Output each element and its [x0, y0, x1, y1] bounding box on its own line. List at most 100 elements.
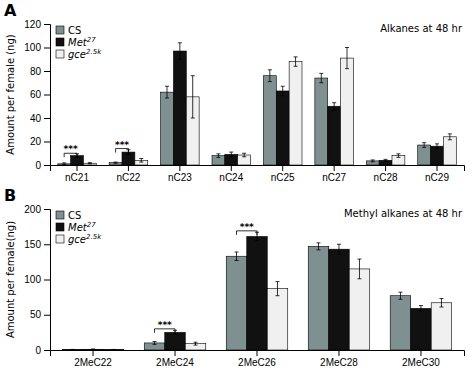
- x-axis-line: [51, 351, 465, 357]
- error-bar-cap: [371, 159, 375, 160]
- y-axis-line: [44, 25, 51, 166]
- bar: [329, 249, 349, 350]
- bar: [315, 78, 328, 165]
- bar: [263, 76, 276, 165]
- x-tick-label: nC25: [271, 172, 295, 183]
- error-bar: [435, 144, 439, 149]
- error-bar-cap: [384, 159, 388, 160]
- legend-label: gce2.5k: [68, 233, 102, 245]
- x-tick: nC24: [219, 165, 243, 183]
- error-bar-cap: [255, 240, 259, 241]
- y-tick-label: 80: [30, 66, 42, 77]
- error-bar: [337, 244, 341, 254]
- bar: [390, 296, 410, 350]
- error-bar-cap: [216, 153, 220, 154]
- x-tick-label: nC22: [116, 172, 140, 183]
- bar: [431, 303, 451, 350]
- y-tick-label: 150: [24, 239, 41, 250]
- x-axis-line: [51, 166, 465, 172]
- error-bar-cap: [316, 242, 320, 243]
- bar: [58, 164, 71, 165]
- error-bar-stem: [154, 342, 155, 345]
- legend-label: CS: [68, 210, 81, 221]
- y-tick-label: 60: [30, 89, 42, 100]
- y-tick: 120: [24, 19, 50, 30]
- error-bar-stem: [424, 143, 425, 148]
- error-bar-cap: [294, 56, 298, 57]
- panel-label: A: [4, 1, 17, 20]
- error-bar: [398, 292, 402, 299]
- bar: [328, 106, 341, 165]
- error-bar-stem: [167, 86, 168, 98]
- plot-marks: [58, 43, 457, 165]
- legend-swatch: [56, 235, 64, 243]
- bar: [392, 156, 405, 165]
- legend: CSMet27gce2.5k: [56, 210, 102, 245]
- y-tick: 100: [24, 274, 50, 285]
- error-bar: [178, 43, 182, 59]
- bar: [443, 137, 456, 165]
- y-tick-mark: [44, 350, 50, 351]
- series: [62, 243, 410, 350]
- error-bar-stem: [282, 86, 283, 95]
- error-bar-cap: [345, 47, 349, 48]
- error-bar-cap: [316, 249, 320, 250]
- bar: [431, 146, 444, 165]
- error-bar-cap: [191, 75, 195, 76]
- bar: [379, 160, 392, 165]
- error-bar-cap: [229, 156, 233, 157]
- panel: 0501001502002MeC222MeC242MeC262MeC282MeC…: [4, 186, 465, 368]
- legend: CSMet27gce2.5k: [56, 25, 102, 60]
- legend-label: CS: [68, 25, 81, 36]
- y-tick: 50: [30, 309, 50, 320]
- error-bar: [319, 73, 323, 82]
- x-tick-mark: [282, 165, 283, 171]
- error-bar: [139, 159, 143, 163]
- x-tick-mark: [257, 350, 258, 356]
- error-bar-cap: [165, 86, 169, 87]
- y-tick: 150: [24, 239, 50, 250]
- error-bar-stem: [347, 48, 348, 69]
- x-tick-mark: [93, 350, 94, 356]
- x-tick-label: nC29: [425, 172, 449, 183]
- x-tick: 2MeC24: [156, 350, 194, 368]
- chart-figure: 020406080100120nC21nC22nC23nC24nC25nC27n…: [0, 0, 474, 370]
- legend-item: CS: [56, 25, 81, 36]
- x-tick-mark: [128, 165, 129, 171]
- y-tick-label: 200: [24, 204, 41, 215]
- error-bar-cap: [398, 292, 402, 293]
- error-bar-cap: [281, 86, 285, 87]
- error-bar-cap: [435, 148, 439, 149]
- error-bar: [422, 143, 426, 148]
- error-bar-cap: [337, 244, 341, 245]
- bar: [83, 349, 103, 350]
- error-bar-cap: [448, 139, 452, 140]
- error-bar-stem: [400, 292, 401, 299]
- error-bar-cap: [294, 66, 298, 67]
- error-bar: [191, 76, 195, 118]
- x-tick: nC22: [116, 165, 140, 183]
- x-tick: nC29: [425, 165, 449, 183]
- error-bar-stem: [441, 299, 442, 307]
- legend-item: Met27: [56, 221, 96, 233]
- error-bar-cap: [268, 81, 272, 82]
- x-tick-mark: [179, 165, 180, 171]
- error-bar-cap: [422, 147, 426, 148]
- y-axis: 020406080100120: [24, 19, 50, 171]
- legend-swatch: [56, 50, 64, 58]
- error-bar: [216, 154, 220, 158]
- error-bar: [345, 48, 349, 69]
- error-bar-cap: [242, 153, 246, 154]
- bar: [144, 343, 164, 350]
- legend-item: gce2.5k: [56, 233, 102, 245]
- error-bar-stem: [269, 70, 270, 82]
- error-bar-cap: [439, 306, 443, 307]
- plot-marks: [62, 231, 451, 350]
- error-bar-cap: [439, 298, 443, 299]
- y-tick-mark: [44, 24, 50, 25]
- x-tick-label: 2MeC30: [402, 357, 440, 368]
- error-bar-cap: [384, 161, 388, 162]
- x-tick: nC28: [374, 165, 398, 183]
- x-tick-label: nC23: [168, 172, 192, 183]
- error-bar: [242, 153, 246, 157]
